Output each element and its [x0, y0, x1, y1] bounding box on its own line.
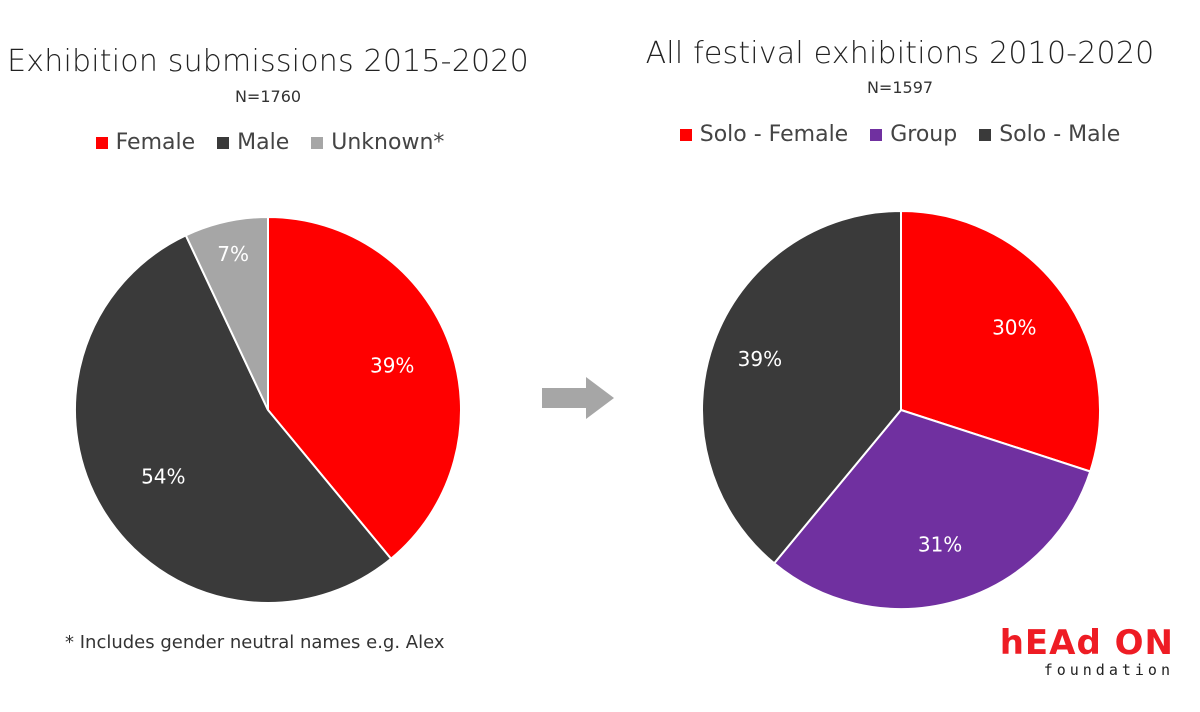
pie-slice-female: [267, 215, 462, 561]
legend-item-unknown: Unknown*: [311, 130, 444, 155]
pie-slice-unknown: [184, 215, 269, 411]
pie-slice-group: [772, 408, 1092, 610]
legend-swatch: [679, 128, 692, 141]
legend-item-group: Group: [870, 122, 957, 147]
legend-label: Group: [890, 122, 958, 147]
pie-data-label: 39%: [738, 347, 782, 371]
right-arrow-icon: [542, 377, 614, 419]
pie-slice-solo-male: [701, 209, 902, 565]
legend-item-male: Male: [217, 130, 289, 155]
legend-swatch: [95, 136, 108, 149]
pie-data-label: 31%: [918, 532, 962, 556]
chart-left: Exhibition submissions 2015-2020 N=1760 …: [0, 44, 550, 653]
legend-label: Male: [237, 130, 290, 155]
pie-data-label: 30%: [992, 316, 1036, 340]
footnote: * Includes gender neutral names e.g. Ale…: [65, 632, 445, 653]
pie-slice-male: [73, 234, 393, 604]
legend: Solo - Female Group Solo - Male: [620, 122, 1180, 147]
pie-data-label: 54%: [141, 464, 185, 488]
legend-label: Unknown*: [331, 130, 445, 155]
legend-label: Female: [115, 130, 196, 155]
legend-swatch: [979, 128, 992, 141]
legend-swatch: [311, 136, 324, 149]
pie-chart: 39% 54% 7%: [73, 215, 462, 604]
pie-chart: 30% 31% 39%: [701, 209, 1101, 610]
pie-slice-solo-female: [900, 209, 1101, 473]
head-on-logo: hEAd ON foundation: [1000, 624, 1174, 678]
legend: Female Male Unknown*: [0, 130, 550, 155]
chart-title: Exhibition submissions 2015-2020: [7, 44, 529, 79]
legend-item-solo-male: Solo - Male: [979, 122, 1120, 147]
chart-subtitle: N=1597: [866, 78, 934, 97]
logo-subtitle: foundation: [1043, 661, 1174, 679]
legend-item-solo-female: Solo - Female: [679, 122, 849, 147]
chart-title: All festival exhibitions 2010-2020: [645, 36, 1155, 71]
chart-subtitle: N=1760: [234, 87, 302, 106]
chart-right: All festival exhibitions 2010-2020 N=159…: [600, 0, 1200, 712]
pie-data-label: 7%: [217, 242, 249, 266]
legend-label: Solo - Male: [999, 122, 1121, 147]
legend-swatch: [217, 136, 230, 149]
legend-item-female: Female: [95, 130, 196, 155]
logo-wordmark: hEAd ON: [999, 623, 1174, 663]
legend-label: Solo - Female: [699, 122, 849, 147]
pie-data-label: 39%: [370, 353, 414, 377]
legend-swatch: [870, 128, 883, 141]
